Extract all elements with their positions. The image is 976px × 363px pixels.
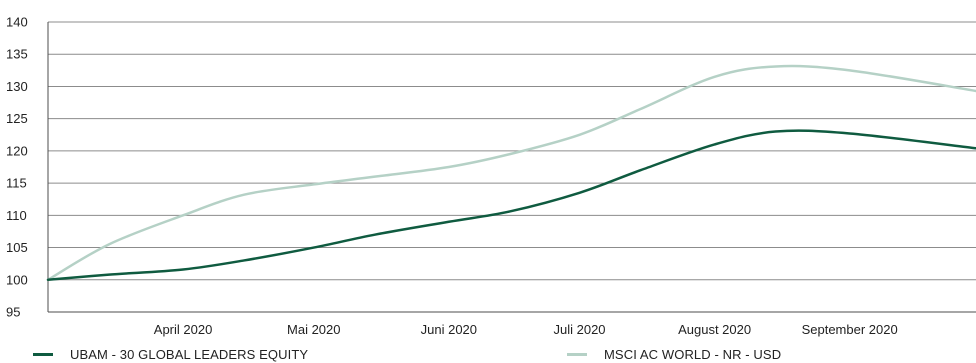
- y-tick-label: 135: [6, 47, 28, 62]
- legend-label-series-2: MSCI AC WORLD - NR - USD: [604, 346, 782, 362]
- legend-label-series-1: UBAM - 30 GLOBAL LEADERS EQUITY: [70, 346, 309, 362]
- series-line-2: [46, 64, 976, 282]
- x-tick-label: April 2020: [154, 322, 213, 337]
- y-tick-label: 95: [6, 305, 20, 320]
- y-tick-label: 140: [6, 15, 28, 30]
- y-tick-label: 125: [6, 111, 28, 126]
- x-tick-label: Mai 2020: [287, 322, 340, 337]
- x-tick-label: Juli 2020: [554, 322, 606, 337]
- x-tick-label: August 2020: [678, 322, 751, 337]
- legend-item-series-2: MSCI AC WORLD - NR - USD: [567, 345, 781, 363]
- y-tick-label: 130: [6, 79, 28, 94]
- x-axis: April 2020 Mai 2020 Juni 2020 Juli 2020 Augu…: [154, 322, 898, 337]
- y-tick-label: 105: [6, 240, 28, 255]
- series-lines: [46, 64, 976, 282]
- y-tick-label: 115: [6, 176, 27, 191]
- y-tick-label: 100: [6, 272, 28, 287]
- series-line-1: [46, 129, 976, 282]
- legend-swatch-series-2: [567, 352, 587, 356]
- y-axis: 95 100 105 110 115 120 125 130 135 140: [6, 15, 28, 320]
- x-tick-label: September 2020: [802, 322, 898, 337]
- y-tick-label: 110: [6, 208, 27, 223]
- y-tick-label: 120: [6, 143, 28, 158]
- grid-lines: [47, 21, 976, 313]
- legend-swatch-series-1: [33, 352, 53, 356]
- legend-item-series-1: UBAM - 30 GLOBAL LEADERS EQUITY: [33, 345, 308, 363]
- x-tick-label: Juni 2020: [421, 322, 477, 337]
